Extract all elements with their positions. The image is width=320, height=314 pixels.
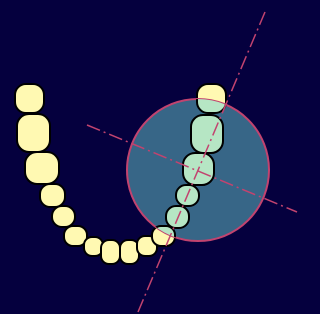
- body: [0, 0, 307, 314]
- page: {} html, body { margin: 0; padding: 0; b…: [0, 0, 307, 314]
- scene: [0, 0, 307, 314]
